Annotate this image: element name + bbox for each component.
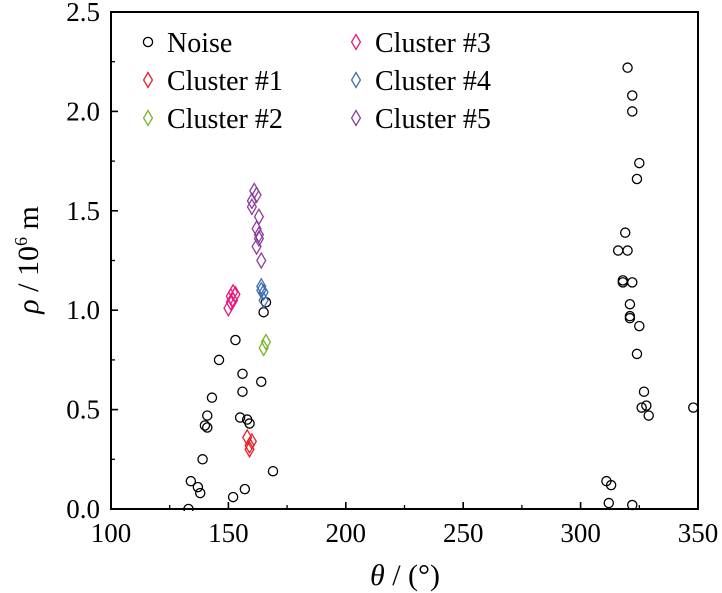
point-series-4-0 xyxy=(256,277,267,296)
legend: Noise Cluster #1 Cluster #2 Cluster #3 Clust… xyxy=(142,28,491,135)
y-tick-label-1: 0.5 xyxy=(66,395,100,425)
point-series-2-1 xyxy=(260,333,272,351)
point-series-0-1 xyxy=(185,475,197,487)
point-series-5-0 xyxy=(246,198,258,216)
point-series-0-13 xyxy=(237,386,248,397)
legend-label-0: Noise xyxy=(167,28,232,59)
point-series-0-24 xyxy=(605,479,617,491)
x-tick-label-3: 250 xyxy=(443,518,484,548)
point-series-0-32 xyxy=(624,298,636,310)
y-axis-unit-suffix: m xyxy=(12,206,45,237)
legend-marker-2 xyxy=(142,109,154,127)
point-series-0-6 xyxy=(202,410,213,421)
x-axis-symbol: θ xyxy=(370,559,385,592)
point-series-4-2 xyxy=(258,283,269,302)
legend-marker-4 xyxy=(350,71,362,89)
point-series-0-21 xyxy=(267,465,279,477)
y-tick-label-2: 1.0 xyxy=(66,295,100,325)
point-series-0-8 xyxy=(206,392,218,403)
point-series-0-29 xyxy=(622,245,633,256)
point-series-0-25 xyxy=(612,245,624,256)
point-series-0-23 xyxy=(603,497,615,509)
x-axis-unit: / (°) xyxy=(385,559,440,592)
point-series-3-4 xyxy=(227,283,239,302)
legend-marker-5 xyxy=(350,109,362,127)
point-series-0-10 xyxy=(227,491,239,503)
point-series-0-44 xyxy=(641,400,652,411)
point-series-0-46 xyxy=(688,402,698,413)
point-series-5-9 xyxy=(256,251,267,270)
x-tick-label-2: 200 xyxy=(326,518,367,548)
point-series-0-17 xyxy=(244,418,255,429)
plot-area xyxy=(183,62,698,511)
point-series-0-28 xyxy=(619,227,631,238)
point-series-5-8 xyxy=(253,225,265,244)
point-series-0-5 xyxy=(199,420,211,431)
x-tick-label-5: 350 xyxy=(678,518,719,548)
point-series-0-2 xyxy=(192,481,204,493)
point-series-5-3 xyxy=(251,186,262,204)
point-series-0-45 xyxy=(643,410,654,421)
point-series-0-9 xyxy=(213,354,225,366)
point-series-0-34 xyxy=(627,90,638,101)
point-series-4-3 xyxy=(258,291,269,310)
point-series-0-12 xyxy=(234,412,246,423)
legend-label-5: Cluster #5 xyxy=(375,104,491,135)
point-series-0-3 xyxy=(194,487,206,499)
point-series-0-7 xyxy=(202,422,213,433)
legend-marker-3 xyxy=(350,33,362,51)
point-series-3-5 xyxy=(230,285,241,304)
y-tick-label-4: 2.0 xyxy=(66,96,100,126)
point-series-0-40 xyxy=(634,157,645,169)
legend-marker-0 xyxy=(142,36,154,48)
legend-label-3: Cluster #3 xyxy=(375,28,491,59)
y-axis-unit-prefix: / 10 xyxy=(12,246,45,299)
x-axis-title: θ / (°) xyxy=(370,559,440,592)
point-series-0-30 xyxy=(622,62,633,73)
point-series-0-33 xyxy=(624,312,636,324)
point-series-0-11 xyxy=(230,334,241,346)
x-tick-label-4: 300 xyxy=(560,518,601,548)
point-series-0-4 xyxy=(197,454,208,465)
legend-label-2: Cluster #2 xyxy=(167,104,283,135)
point-series-0-39 xyxy=(631,348,643,360)
y-axis-title: ρ / 106 m xyxy=(11,206,45,315)
point-series-0-14 xyxy=(237,368,248,380)
y-axis-unit-exponent: 6 xyxy=(11,237,31,246)
x-tick-label-1: 150 xyxy=(208,518,249,548)
data-points xyxy=(183,62,698,511)
point-series-1-3 xyxy=(246,432,258,451)
point-series-1-1 xyxy=(244,436,255,455)
legend-label-1: Cluster #1 xyxy=(167,66,283,97)
y-axis-symbol: ρ xyxy=(12,299,45,314)
point-series-2-0 xyxy=(258,339,269,357)
point-series-0-35 xyxy=(627,106,638,117)
x-tick-label-0: 100 xyxy=(91,518,132,548)
point-series-0-42 xyxy=(636,402,647,413)
axes: 100 150 200 250 300 350 0.0 0.5 1.0 1.5 2.0 2.5 xyxy=(66,0,718,548)
point-series-0-38 xyxy=(631,173,643,185)
y-tick-label-5: 2.5 xyxy=(66,0,100,27)
point-series-0-15 xyxy=(239,483,251,495)
point-series-0-41 xyxy=(634,320,645,332)
y-tick-label-0: 0.0 xyxy=(66,494,100,524)
point-series-3-3 xyxy=(227,291,239,310)
point-series-0-43 xyxy=(638,386,650,397)
legend-label-4: Cluster #4 xyxy=(375,66,491,97)
legend-marker-1 xyxy=(142,71,154,89)
point-series-0-36 xyxy=(627,277,638,288)
point-series-0-18 xyxy=(256,376,267,388)
y-tick-label-3: 1.5 xyxy=(66,196,100,226)
point-series-5-6 xyxy=(253,207,265,226)
